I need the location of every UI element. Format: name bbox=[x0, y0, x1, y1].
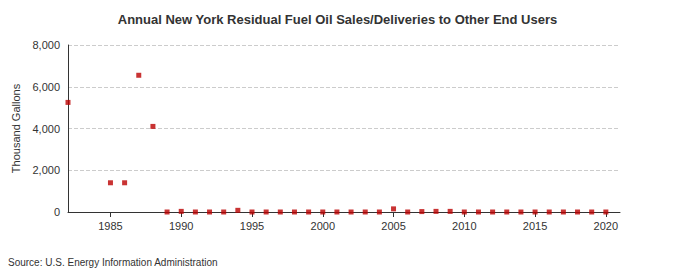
svg-text:2015: 2015 bbox=[523, 220, 547, 232]
svg-text:Source: U.S. Energy Informatio: Source: U.S. Energy Information Administ… bbox=[8, 257, 218, 268]
svg-text:4,000: 4,000 bbox=[32, 123, 60, 135]
svg-text:0: 0 bbox=[54, 206, 60, 218]
svg-text:2020: 2020 bbox=[594, 220, 618, 232]
svg-text:1995: 1995 bbox=[240, 220, 264, 232]
svg-text:2,000: 2,000 bbox=[32, 164, 60, 176]
svg-text:6,000: 6,000 bbox=[32, 81, 60, 93]
svg-text:1985: 1985 bbox=[98, 220, 122, 232]
svg-text:8,000: 8,000 bbox=[32, 39, 60, 51]
svg-text:2000: 2000 bbox=[311, 220, 335, 232]
svg-text:Annual New York Residual Fuel: Annual New York Residual Fuel Oil Sales/… bbox=[118, 12, 558, 27]
svg-text:2005: 2005 bbox=[381, 220, 405, 232]
svg-text:1990: 1990 bbox=[169, 220, 193, 232]
svg-text:Thousand Gallons: Thousand Gallons bbox=[10, 83, 22, 173]
svg-text:2010: 2010 bbox=[452, 220, 476, 232]
